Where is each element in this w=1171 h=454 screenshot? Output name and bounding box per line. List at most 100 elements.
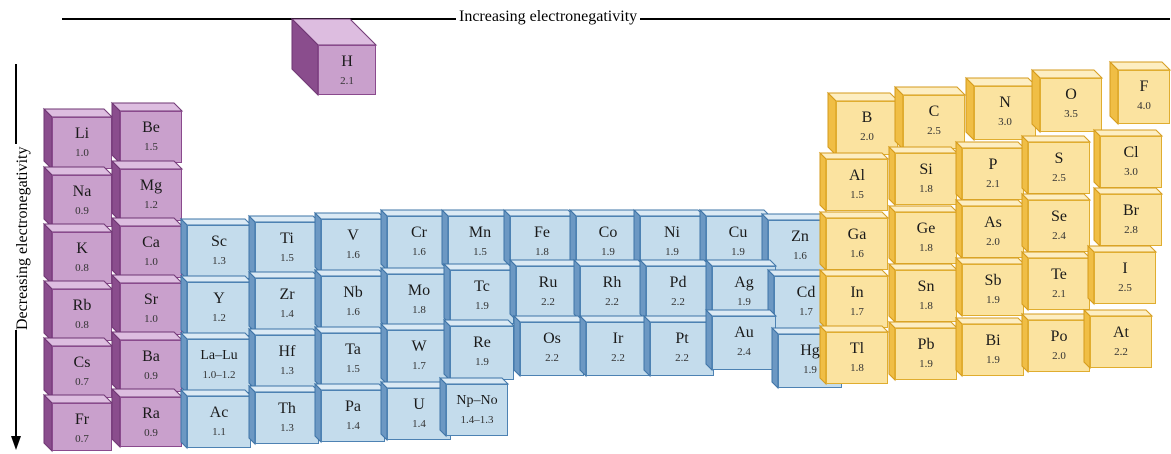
element-cube-ba: Ba 0.9	[110, 330, 184, 394]
element-cube-ga: Ga 1.6	[818, 210, 890, 272]
cube-faces-pb	[887, 320, 959, 382]
cube-top-face	[826, 92, 900, 102]
element-symbol: Pd	[669, 274, 687, 291]
element-cube-sr: Sr 1.0	[110, 273, 184, 337]
cube-front-face: Fe 1.8	[510, 216, 574, 266]
electronegativity-value: 1.3	[280, 365, 294, 377]
cube-faces-se	[1020, 192, 1092, 254]
cube-faces-mn	[440, 208, 514, 272]
element-cube-sc: Sc 1.3	[179, 217, 253, 281]
element-cube-k: K 0.8	[42, 222, 114, 286]
element-symbol: Ag	[734, 274, 754, 291]
cube-faces-s	[1020, 134, 1092, 196]
cube-front-face: Cl 3.0	[1100, 136, 1162, 188]
cube-front-face: Zr 1.4	[255, 278, 319, 332]
cube-faces-ra	[110, 387, 184, 449]
cube-front-face: Ca 1.0	[120, 226, 182, 278]
element-symbol: Os	[543, 330, 561, 347]
cube-front-face: H 2.1	[318, 45, 376, 95]
element-cube-as: As 2.0	[954, 198, 1026, 260]
electronegativity-value: 1.8	[919, 300, 933, 312]
element-cube-pd: Pd 2.2	[638, 258, 712, 322]
electronegativity-value: 0.9	[144, 370, 158, 382]
cube-front-face: Na 0.9	[52, 175, 112, 227]
element-cube-c: C 2.5	[893, 85, 967, 151]
cube-side-face	[111, 159, 121, 223]
electronegativity-value: 2.2	[611, 352, 625, 364]
element-symbol: Tl	[849, 340, 865, 357]
element-symbol: Po	[1050, 328, 1068, 345]
cube-side-face	[888, 145, 896, 207]
element-symbol: Tc	[474, 278, 490, 295]
element-symbol: Ru	[538, 274, 558, 291]
cube-front-face: Ge 1.8	[895, 212, 957, 264]
element-cube-sn: Sn 1.8	[887, 262, 959, 324]
element-symbol: Zn	[791, 228, 809, 245]
cube-faces-os	[512, 314, 586, 378]
electronegativity-value: 1.4–1.3	[460, 414, 494, 426]
element-symbol: Cu	[728, 224, 748, 241]
cube-front-face: Ni 1.9	[640, 216, 704, 266]
element-symbol: Fr	[74, 411, 90, 428]
electronegativity-value: 1.5	[473, 246, 487, 258]
cube-side-face	[894, 85, 904, 151]
cube-side-face	[291, 17, 319, 97]
element-symbol: I	[1122, 260, 1128, 277]
cube-side-face	[955, 316, 963, 378]
cube-top-face	[1030, 69, 1104, 79]
cube-top-face	[42, 108, 114, 118]
element-symbol: Mo	[407, 282, 431, 299]
element-symbol: Ra	[142, 405, 160, 422]
cube-front-face: Mg 1.2	[120, 169, 182, 221]
electronegativity-value: 2.2	[1114, 346, 1128, 358]
electronegativity-value: 2.4	[1052, 230, 1066, 242]
cube-top-face	[42, 280, 114, 290]
cube-top-face	[110, 274, 184, 284]
electronegativity-value: 0.9	[144, 427, 158, 439]
electronegativity-value: 1.8	[535, 246, 549, 258]
cube-front-face: Os 2.2	[520, 322, 584, 376]
element-cube-o: O 3.5	[1030, 68, 1104, 134]
cube-front-face: As 2.0	[962, 206, 1024, 258]
cube-front-face: W 1.7	[387, 330, 451, 384]
element-cube-fr: Fr 0.7	[42, 393, 114, 453]
cube-front-face: Si 1.8	[895, 153, 957, 205]
electronegativity-value: 2.1	[340, 75, 354, 87]
cube-faces-tc	[442, 262, 516, 326]
cube-faces-zr	[247, 270, 321, 334]
electronegativity-value: 1.4	[346, 420, 360, 432]
cube-faces-be	[110, 101, 184, 165]
cube-front-face: Nb 1.6	[321, 276, 385, 330]
cube-faces-bi	[954, 316, 1026, 378]
element-cube-mn: Mn 1.5	[440, 208, 514, 272]
cube-top-face	[110, 331, 184, 341]
element-cube-tl: Tl 1.8	[818, 324, 890, 386]
element-symbol: Mn	[468, 224, 492, 241]
electronegativity-value: 1.4	[280, 308, 294, 320]
electronegativity-value: 1.0	[144, 313, 158, 325]
cube-faces-al	[818, 151, 890, 213]
element-symbol: Fe	[534, 224, 550, 241]
element-cube-n: N 3.0	[964, 76, 1038, 142]
electronegativity-value: 0.8	[75, 262, 89, 274]
element-cube-te: Te 2.1	[1020, 250, 1092, 312]
element-symbol: Zr	[279, 286, 295, 303]
electronegativity-value: 1.9	[731, 246, 745, 258]
left-axis-line-lower	[15, 330, 17, 440]
cube-faces-la-lu	[179, 331, 253, 395]
cube-faces-ti	[247, 214, 321, 278]
electronegativity-value: 1.7	[850, 306, 864, 318]
element-symbol: Ge	[916, 220, 936, 237]
cube-side-face	[1021, 250, 1029, 312]
cube-front-face: Se 2.4	[1028, 200, 1090, 252]
element-symbol: Te	[1051, 266, 1067, 283]
cube-top-face	[110, 388, 184, 398]
element-symbol: Th	[278, 400, 296, 417]
cube-faces-mo	[379, 266, 453, 330]
element-symbol: At	[1113, 324, 1129, 341]
element-symbol: Ta	[345, 341, 361, 358]
electronegativity-value: 1.9	[919, 358, 933, 370]
element-symbol: Si	[919, 161, 933, 178]
cube-faces-ga	[818, 210, 890, 272]
element-symbol: Ga	[847, 226, 867, 243]
